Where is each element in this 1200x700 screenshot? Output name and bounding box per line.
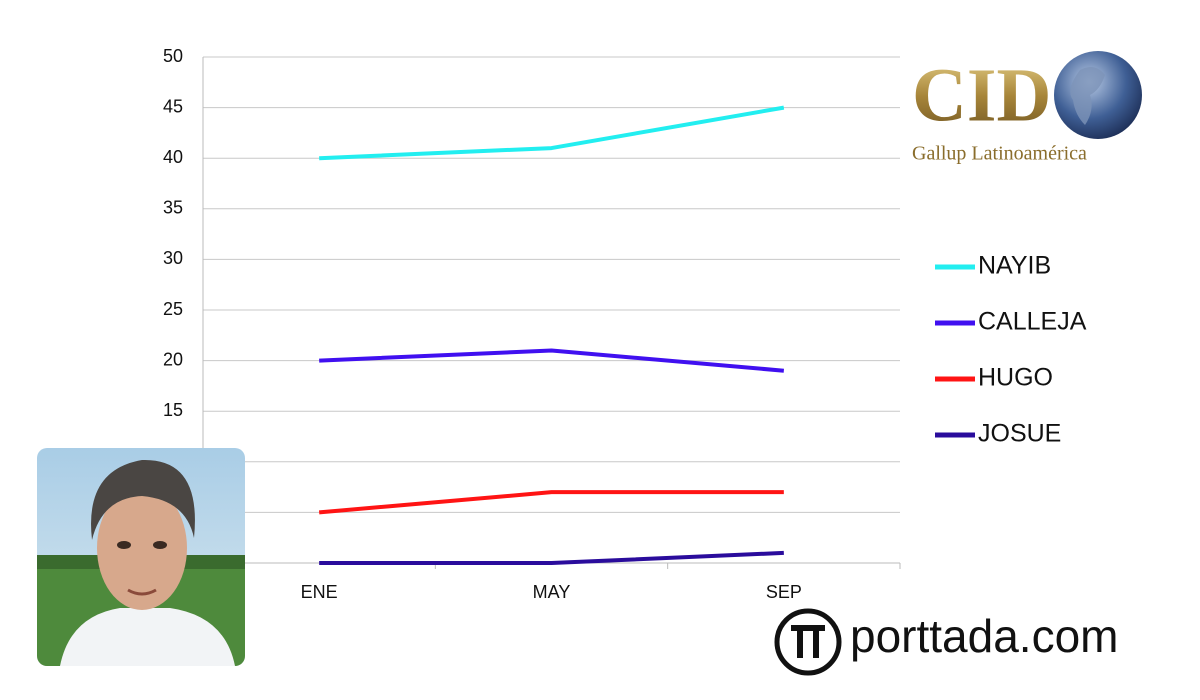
y-tick-label: 40 (163, 147, 183, 167)
legend-label: NAYIB (978, 252, 1051, 280)
y-tick-label: 20 (163, 349, 183, 369)
series-line (319, 105, 785, 161)
legend-label: HUGO (978, 364, 1053, 392)
globe-land (1070, 66, 1105, 125)
legend: NAYIB CALLEJA HUGO JOSUE (935, 252, 1087, 448)
series-line (318, 490, 784, 515)
photo (37, 448, 245, 666)
x-tick-label: MAY (533, 582, 571, 602)
y-tick-label: 45 (163, 96, 183, 116)
cid-logo: CID Gallup Latinoamérica (912, 51, 1142, 165)
series-line (319, 348, 785, 373)
cid-wordmark: CID (912, 53, 1051, 137)
globe-icon (1054, 51, 1142, 139)
site-icon-glyph (791, 625, 825, 658)
site-logo: porttada.com (774, 608, 1118, 676)
y-tick-label: 35 (163, 198, 183, 218)
y-tick-label: 50 (163, 46, 183, 66)
legend-label: CALLEJA (978, 308, 1087, 336)
legend-label: JOSUE (978, 420, 1061, 448)
x-tick-label: ENE (301, 582, 338, 602)
x-tick-label: SEP (766, 582, 802, 602)
plot-area: 05101520253035404550ENEMAYSEP (163, 46, 901, 602)
cid-tagline: Gallup Latinoamérica (912, 143, 1087, 165)
y-tick-label: 30 (163, 248, 183, 268)
site-icon (774, 608, 842, 676)
y-tick-label: 15 (163, 400, 183, 420)
site-wordmark: porttada.com (850, 610, 1118, 662)
y-tick-label: 25 (163, 299, 183, 319)
series-line (319, 550, 784, 565)
